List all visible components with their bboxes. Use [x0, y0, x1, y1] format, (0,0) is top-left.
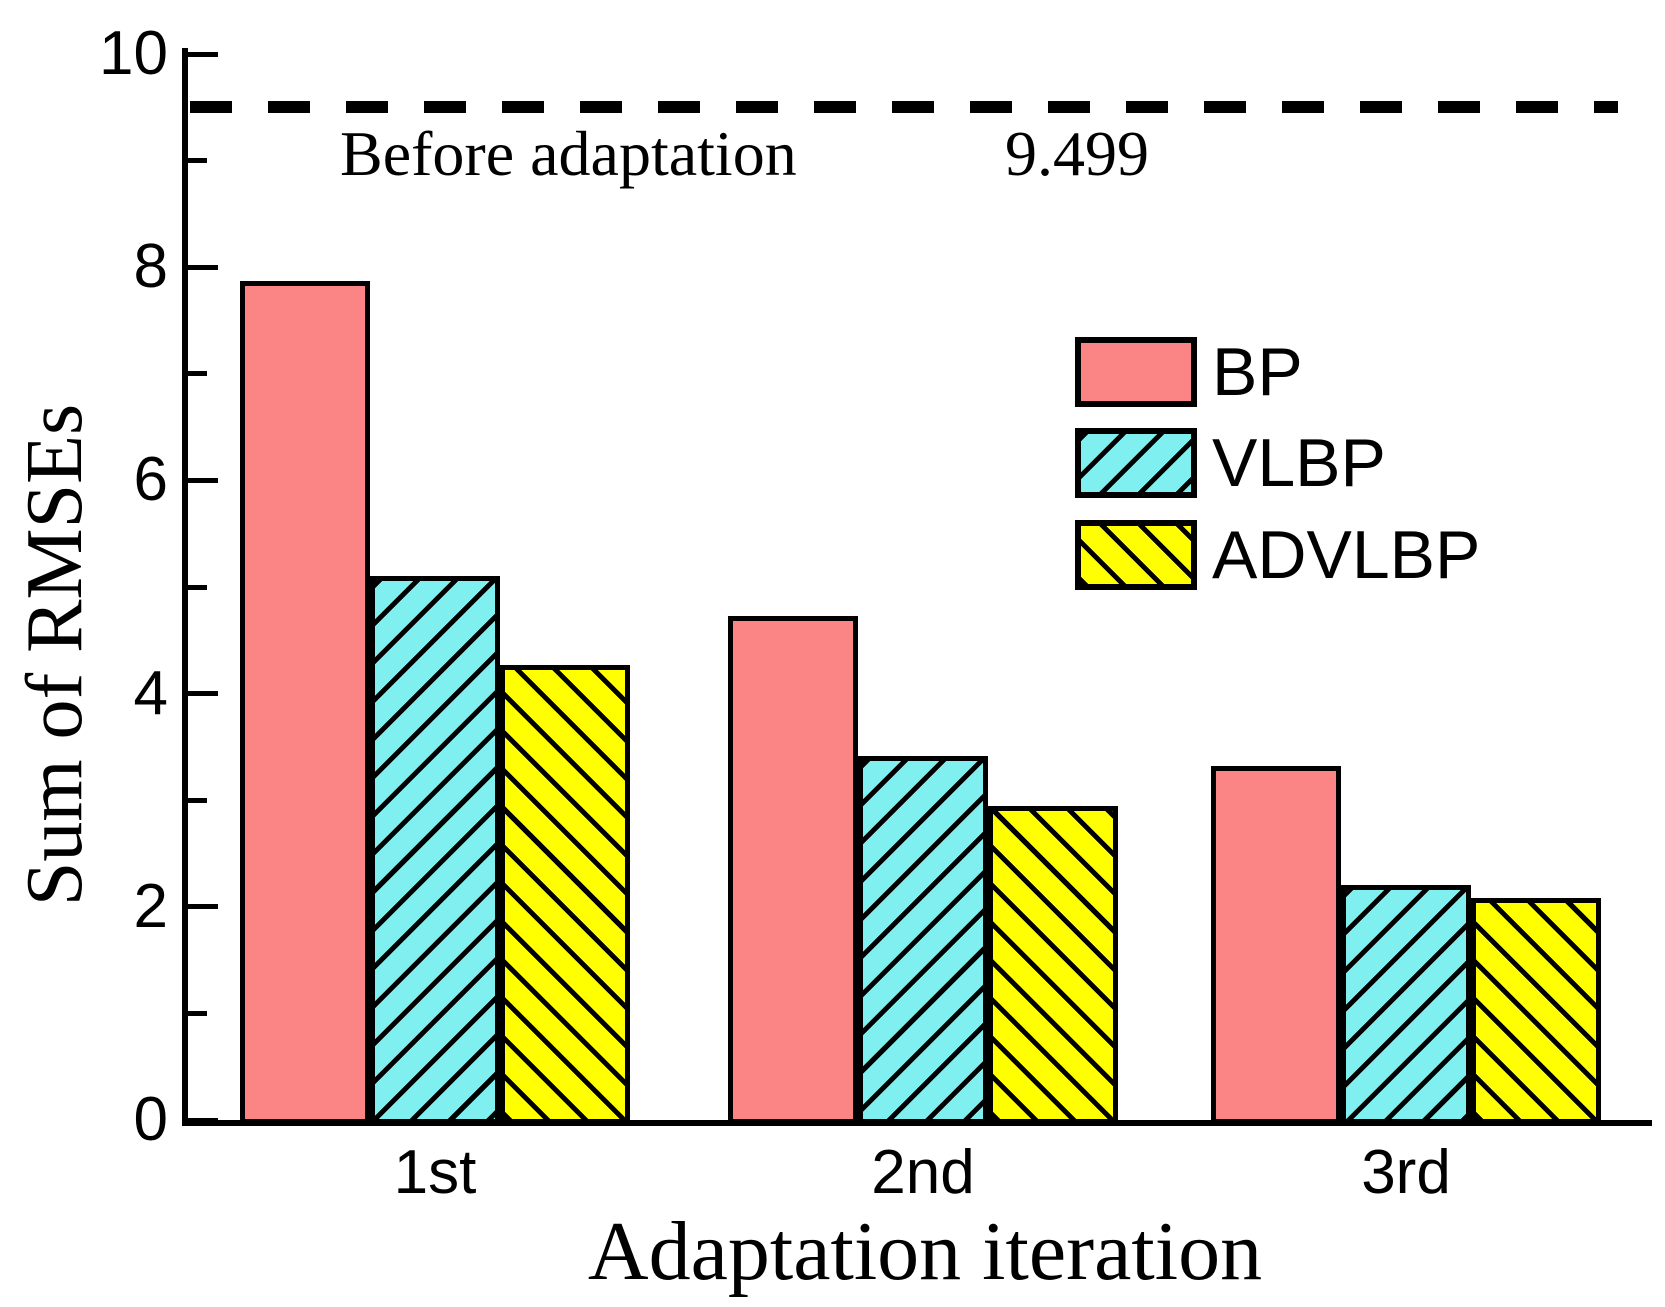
bar-bp-3rd — [1211, 766, 1341, 1124]
y-tick-label-6: 6 — [133, 445, 168, 515]
reference-value: 9.499 — [1005, 118, 1149, 189]
bar-vlbp-1st — [370, 576, 500, 1124]
y-tick-label-10: 10 — [99, 19, 168, 88]
bar-advlbp-2nd — [988, 805, 1118, 1124]
y-major-tick-8 — [188, 264, 218, 270]
legend-swatch-bp — [1075, 337, 1197, 407]
y-minor-tick-9 — [188, 158, 207, 164]
y-tick-label-0: 0 — [133, 1085, 168, 1154]
reference-line — [190, 101, 1618, 113]
bar-advlbp-3rd — [1471, 898, 1601, 1124]
x-axis-title: Adaptation iteration — [587, 1205, 1263, 1298]
legend-swatch-vlbp — [1075, 428, 1197, 498]
y-minor-tick-5 — [188, 584, 207, 590]
legend-label-bp: BP — [1212, 334, 1303, 410]
y-major-tick-0 — [188, 1117, 218, 1123]
y-major-tick-10 — [188, 51, 218, 57]
bar-vlbp-2nd — [858, 756, 988, 1124]
y-axis-title: Sum of RMSEs — [11, 403, 99, 907]
legend-label-advlbp: ADVLBP — [1212, 517, 1481, 593]
y-tick-label-4: 4 — [133, 658, 168, 728]
y-major-tick-4 — [188, 691, 218, 697]
y-tick-label-2: 2 — [133, 871, 168, 941]
y-minor-tick-7 — [188, 371, 207, 377]
y-tick-label-8: 8 — [133, 232, 168, 302]
x-tick-label-3rd: 3rd — [1361, 1138, 1451, 1207]
x-tick-label-2nd: 2nd — [871, 1138, 975, 1207]
reference-label: Before adaptation — [340, 118, 797, 189]
y-minor-tick-3 — [188, 797, 207, 803]
y-major-tick-2 — [188, 904, 218, 910]
y-minor-tick-1 — [188, 1010, 207, 1016]
legend-label-vlbp: VLBP — [1212, 425, 1386, 501]
y-major-tick-6 — [188, 477, 218, 483]
bar-vlbp-3rd — [1341, 885, 1471, 1124]
legend-swatch-advlbp — [1075, 520, 1197, 590]
bar-bp-1st — [240, 281, 370, 1124]
y-axis-line — [182, 48, 188, 1126]
bar-bp-2nd — [728, 615, 858, 1124]
x-tick-label-1st: 1st — [393, 1138, 477, 1207]
bar-advlbp-1st — [500, 664, 630, 1124]
